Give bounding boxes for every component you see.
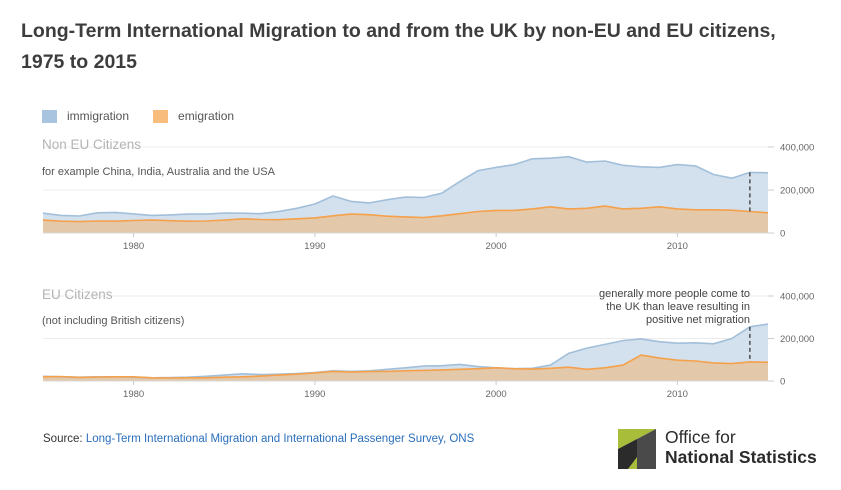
logo-line-2: National Statistics <box>665 447 817 467</box>
area-immigration <box>43 324 768 381</box>
ons-logo-icon <box>618 429 656 469</box>
x-tick-label: 2000 <box>486 241 507 252</box>
area-emigration <box>43 206 768 233</box>
y-tick-label: 200,000 <box>780 334 814 345</box>
panel-subtitle: (not including British citizens) <box>42 315 184 327</box>
x-tick-label: 2010 <box>667 241 688 252</box>
x-tick-label: 2010 <box>667 389 688 400</box>
line-immigration <box>42 155 769 217</box>
panel-title: EU Citizens <box>42 287 113 302</box>
source-prefix: Source: <box>43 433 86 445</box>
annotation-line: the UK than leave resulting in <box>606 301 750 313</box>
x-tick-label: 1980 <box>123 241 144 252</box>
legend-label-immigration: immigration <box>67 109 130 123</box>
panel-subtitle: for example China, India, Australia and … <box>42 166 276 178</box>
source-link[interactable]: Long-Term International Migration and In… <box>85 433 475 445</box>
y-tick-label: 200,000 <box>780 186 814 197</box>
y-tick-label: 400,000 <box>780 143 814 154</box>
panel-eu: 1980 1990 2000 2010 0 200,000 400,000 EU Citize… <box>42 287 814 400</box>
line-emigration <box>42 205 769 223</box>
y-tick-label: 400,000 <box>780 292 814 303</box>
legend-swatch-emigration <box>153 109 169 123</box>
legend: immigration emigration <box>42 109 258 123</box>
ons-logo[interactable]: Office for National Statistics <box>618 427 817 469</box>
panel-non-eu: 1980 1990 2000 2010 0 200,000 400,000 Non EU Ci… <box>42 137 814 252</box>
x-tick-label: 1990 <box>304 241 325 252</box>
line-emigration <box>42 354 769 379</box>
chart-area: 1980 1990 2000 2010 0 200,000 400,000 Non EU Ci… <box>42 137 814 400</box>
legend-item-immigration[interactable]: immigration <box>42 109 129 123</box>
x-tick-label: 2000 <box>486 389 507 400</box>
annotation-line: positive net migration <box>646 314 750 326</box>
legend-swatch-immigration <box>42 109 57 123</box>
logo-line-1: Office for <box>665 427 736 447</box>
legend-item-emigration[interactable]: emigration <box>153 109 234 123</box>
chart-title: Long-Term International Migration to and… <box>21 20 776 73</box>
source-note: Source: Long-Term International Migratio… <box>43 433 474 445</box>
y-tick-label: 0 <box>780 229 785 240</box>
x-tick-label: 1990 <box>304 389 325 400</box>
panel-title: Non EU Citizens <box>42 137 141 152</box>
legend-label-emigration: emigration <box>178 109 235 123</box>
x-tick-label: 1980 <box>123 389 144 400</box>
y-tick-label: 0 <box>780 377 785 388</box>
annotation-line: generally more people come to <box>599 288 750 300</box>
area-emigration <box>43 355 768 381</box>
